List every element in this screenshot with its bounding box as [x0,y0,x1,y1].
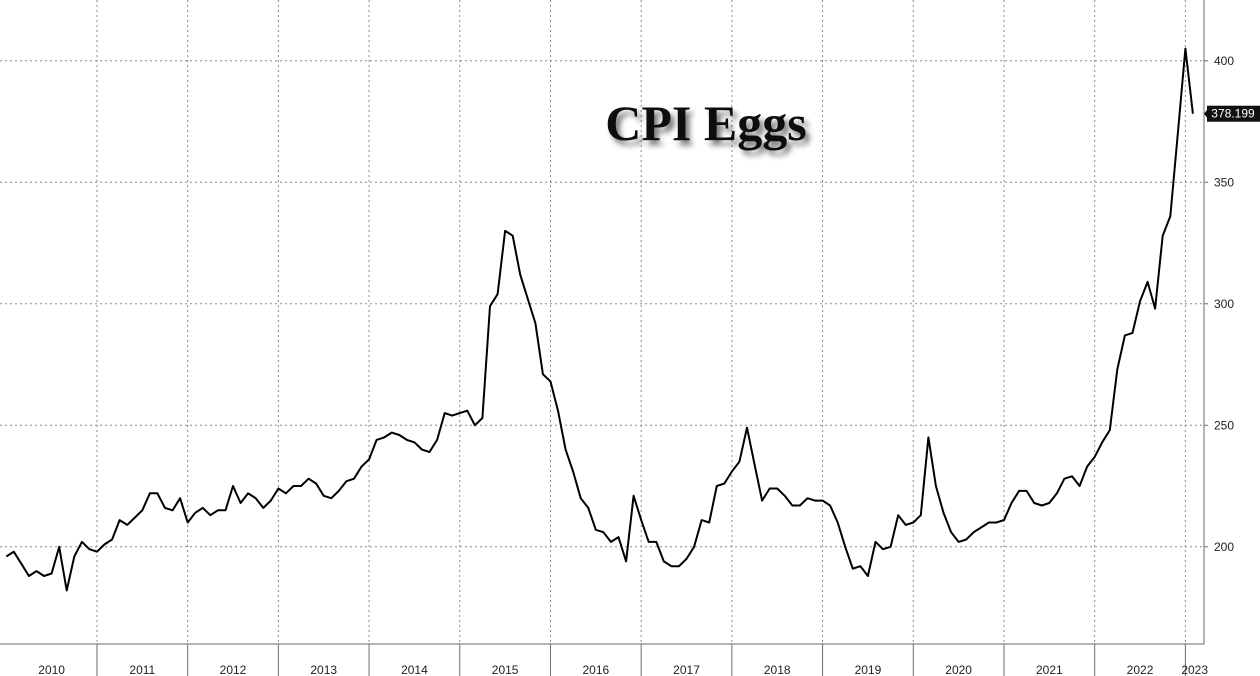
grid-layer [0,0,1208,676]
y-tick-label: 300 [1214,297,1234,311]
last-value-badge-bg [1207,105,1260,122]
x-tick-label: 2017 [673,663,700,676]
series-layer [5,47,1194,592]
cpi-eggs-line [5,47,1194,592]
x-tick-label: 2014 [401,663,428,676]
x-tick-label: 2011 [129,663,155,676]
last-value-label: 378.199 [1211,107,1255,121]
x-tick-label: 2016 [582,663,609,676]
y-tick-label: 350 [1214,175,1234,189]
chart-title: CPI Eggs [605,95,806,151]
y-tick-label: 200 [1214,540,1234,554]
x-tick-label: 2010 [38,663,65,676]
y-tick-label: 400 [1214,54,1234,68]
x-tick-label: 2020 [945,663,972,676]
last-value-badge-pointer [1204,108,1208,119]
x-tick-label: 2021 [1036,663,1063,676]
x-tick-label: 2018 [764,663,791,676]
tick-labels: 200 250 300 350 400 2010 2011 2012 2013 2014 2015 2… [38,54,1234,676]
axis-layer [0,0,1205,645]
x-tick-label: 2023 [1181,663,1208,676]
x-tick-label: 2019 [855,663,882,676]
x-tick-label: 2015 [492,663,519,676]
x-tick-label: 2013 [310,663,337,676]
last-value-badge: 378.199 [1204,105,1260,122]
x-tick-label: 2022 [1127,663,1154,676]
x-tick-label: 2012 [220,663,247,676]
y-tick-label: 250 [1214,418,1234,432]
